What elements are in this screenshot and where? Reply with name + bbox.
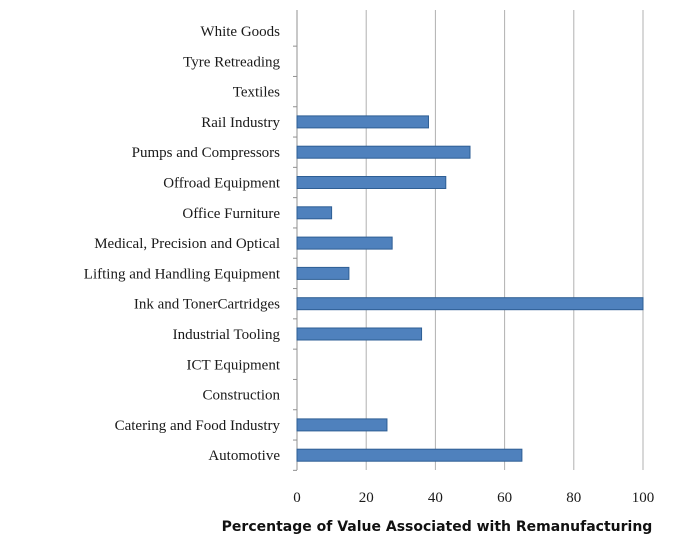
bar [296, 297, 644, 311]
x-tick-label: 60 [497, 490, 512, 506]
category-label: Pumps and Compressors [132, 145, 281, 161]
category-label: Medical, Precision and Optical [94, 236, 280, 252]
category-label: Construction [203, 388, 281, 404]
x-tick-label: 100 [632, 490, 655, 506]
bars [296, 115, 644, 462]
category-label: Ink and TonerCartridges [134, 297, 280, 313]
category-label: ICT Equipment [187, 357, 281, 373]
bar [296, 115, 429, 129]
category-label: Offroad Equipment [163, 176, 281, 192]
x-axis-title: Percentage of Value Associated with Rema… [222, 519, 653, 535]
category-label: Lifting and Handling Equipment [84, 266, 281, 282]
bar [296, 448, 523, 462]
x-tick-label: 80 [566, 490, 581, 506]
gridlines [293, 10, 644, 471]
category-label: Catering and Food Industry [115, 418, 281, 434]
bar [296, 327, 423, 341]
bar [296, 206, 333, 220]
category-label: Industrial Tooling [173, 327, 281, 343]
x-tick-labels: 0 20 40 60 80 100 [293, 490, 654, 506]
category-label: Office Furniture [182, 206, 280, 222]
x-tick-label: 40 [428, 490, 443, 506]
category-labels: White Goods Tyre Retreading Textiles Rail I… [84, 24, 281, 464]
bar [296, 236, 393, 250]
category-label: Automotive [208, 448, 280, 464]
bar [296, 266, 350, 280]
bar [296, 418, 388, 432]
category-label: White Goods [200, 24, 280, 40]
x-tick-label: 0 [293, 490, 301, 506]
category-label: Textiles [233, 85, 280, 101]
x-tick-label: 20 [359, 490, 374, 506]
category-label: Rail Industry [201, 115, 280, 131]
category-label: Tyre Retreading [183, 54, 280, 70]
bar [296, 145, 471, 159]
bar [296, 176, 447, 189]
